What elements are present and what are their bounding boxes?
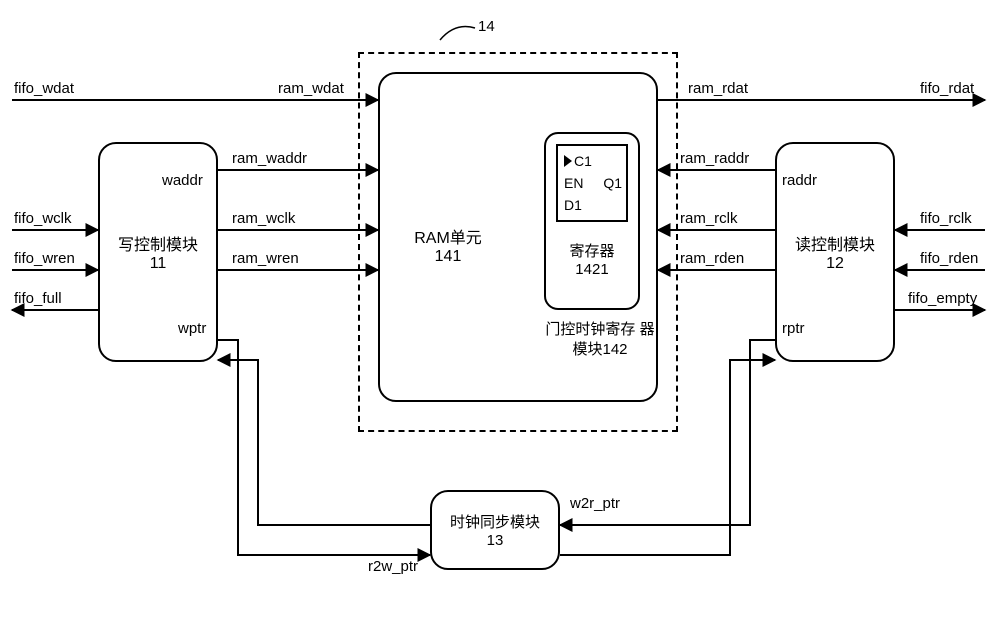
sig-ram-wdat: ram_wdat: [278, 80, 344, 97]
sig-ram-wclk: ram_wclk: [232, 210, 295, 227]
gated-clk-reg-label: 门控时钟寄存 器模块142: [545, 320, 655, 359]
read-ctrl-id: 12: [826, 255, 844, 273]
register-pin-box: C1 EN Q1 D1: [556, 144, 628, 222]
sig-fifo-rdat: fifo_rdat: [920, 80, 974, 97]
dashed-id-label: 14: [478, 18, 495, 35]
port-waddr: waddr: [162, 172, 203, 189]
sig-fifo-wren: fifo_wren: [14, 250, 75, 267]
port-raddr: raddr: [782, 172, 817, 189]
sig-fifo-full: fifo_full: [14, 290, 62, 307]
sig-fifo-rden: fifo_rden: [920, 250, 978, 267]
sig-ram-rclk: ram_rclk: [680, 210, 738, 227]
reg-pin-c1: C1: [574, 153, 592, 169]
register-id: 1421: [575, 261, 608, 278]
write-ctrl-id: 11: [150, 255, 167, 273]
sig-fifo-empty: fifo_empty: [908, 290, 977, 307]
sig-ram-raddr: ram_raddr: [680, 150, 749, 167]
sig-r2w-ptr: r2w_ptr: [368, 558, 418, 575]
sig-fifo-rclk: fifo_rclk: [920, 210, 972, 227]
sig-ram-rden: ram_rden: [680, 250, 744, 267]
reg-pin-d1: D1: [564, 197, 582, 213]
sig-ram-rdat: ram_rdat: [688, 80, 748, 97]
port-wptr: wptr: [178, 320, 206, 337]
sig-ram-wren: ram_wren: [232, 250, 299, 267]
register-title: 寄存器: [569, 243, 614, 260]
sig-ram-waddr: ram_waddr: [232, 150, 307, 167]
register-block: C1 EN Q1 D1 寄存器 1421: [544, 132, 640, 310]
sig-fifo-wdat: fifo_wdat: [14, 80, 74, 97]
clock-sync-title: 时钟同步模块: [450, 511, 540, 532]
reg-pin-q1: Q1: [603, 175, 626, 191]
read-ctrl-title: 读控制模块: [795, 231, 875, 255]
sig-w2r-ptr: w2r_ptr: [570, 495, 620, 512]
clock-sync-block: 时钟同步模块 13: [430, 490, 560, 570]
port-rptr: rptr: [782, 320, 805, 337]
sig-fifo-wclk: fifo_wclk: [14, 210, 72, 227]
clock-sync-id: 13: [487, 532, 504, 549]
ram-unit-title: RAM单元: [414, 230, 482, 247]
ram-unit-id: 141: [435, 248, 462, 265]
reg-pin-en: EN: [564, 175, 583, 191]
write-ctrl-title: 写控制模块: [118, 231, 198, 255]
